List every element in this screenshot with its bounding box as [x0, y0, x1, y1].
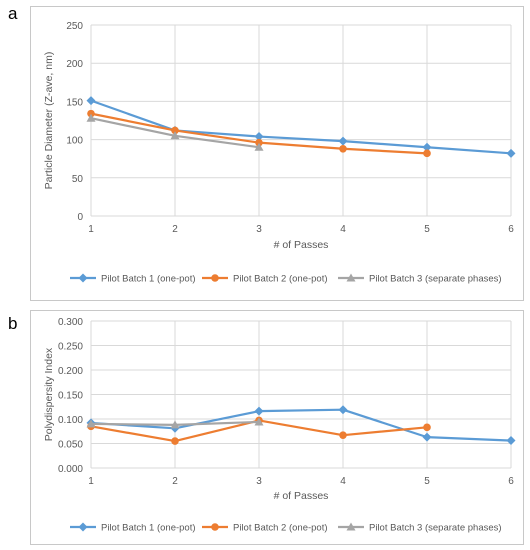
x-tick-label: 6 — [508, 476, 514, 487]
series-line — [90, 408, 512, 442]
x-tick-label: 4 — [340, 476, 346, 487]
y-tick-label: 100 — [66, 136, 83, 147]
legend-marker — [211, 274, 219, 282]
y-tick-label: 250 — [66, 21, 83, 32]
data-point-marker — [254, 132, 264, 142]
panel-label-a: a — [8, 4, 18, 23]
data-point-marker — [506, 436, 516, 446]
data-point-marker — [254, 406, 264, 416]
y-tick-label: 50 — [72, 174, 84, 185]
data-point-marker — [338, 136, 348, 146]
data-point-marker — [423, 149, 431, 158]
legend-marker — [78, 273, 88, 283]
legend-label: Pilot Batch 1 (one-pot) — [101, 274, 196, 285]
data-point-marker — [422, 142, 432, 152]
data-point-marker — [86, 113, 96, 122]
x-tick-label: 5 — [424, 224, 430, 235]
data-point-marker — [171, 437, 179, 445]
legend-label: Pilot Batch 3 (separate phases) — [369, 523, 502, 534]
data-point-marker — [170, 131, 180, 140]
x-tick-label: 1 — [88, 476, 94, 487]
legend-marker — [346, 273, 356, 282]
legend-label: Pilot Batch 2 (one-pot) — [233, 523, 328, 534]
x-tick-label: 5 — [424, 476, 430, 487]
data-point-marker — [254, 142, 264, 151]
legend-label: Pilot Batch 3 (separate phases) — [369, 274, 502, 285]
x-tick-label: 3 — [256, 476, 262, 487]
x-axis-title: # of Passes — [274, 239, 329, 251]
panel-label-b: b — [8, 314, 18, 333]
y-tick-label: 0 — [77, 212, 83, 223]
y-tick-label: 0.000 — [58, 464, 83, 475]
chart-panel-a — [30, 6, 524, 301]
data-point-marker — [170, 420, 180, 429]
data-point-marker — [254, 417, 264, 426]
data-point-marker — [339, 431, 347, 439]
data-point-marker — [339, 144, 347, 153]
legend-marker — [346, 522, 356, 531]
x-tick-label: 3 — [256, 224, 262, 235]
y-tick-label: 0.250 — [58, 342, 83, 353]
data-point-marker — [87, 109, 95, 118]
data-point-marker — [86, 419, 96, 428]
y-tick-label: 150 — [66, 97, 83, 108]
y-tick-label: 0.300 — [58, 317, 83, 328]
data-point-marker — [255, 138, 263, 147]
y-axis-title: Polydispersity Index — [43, 347, 55, 441]
y-axis-title: Particle Diameter (Z-ave, nm) — [43, 52, 55, 190]
legend-marker — [211, 523, 219, 531]
data-point-marker — [506, 148, 516, 158]
data-point-marker — [171, 126, 179, 135]
particle-diameter-chart: 0 50 100 150 200 250 1 2 3 4 5 6 # of Passes Particle… — [43, 21, 516, 285]
legend-label: Pilot Batch 1 (one-pot) — [101, 523, 196, 534]
data-point-marker — [338, 405, 348, 415]
y-tick-label: 200 — [66, 59, 83, 70]
data-point-marker — [422, 432, 432, 442]
x-axis-title: # of Passes — [274, 490, 329, 502]
y-tick-label: 0.100 — [58, 415, 83, 426]
y-tick-label: 0.050 — [58, 440, 83, 451]
legend-marker — [78, 522, 88, 532]
legend-label: Pilot Batch 2 (one-pot) — [233, 274, 328, 285]
x-tick-label: 6 — [508, 224, 514, 235]
data-point-marker — [423, 423, 431, 432]
data-point-marker — [86, 96, 96, 106]
y-tick-label: 0.200 — [58, 366, 83, 377]
x-tick-label: 2 — [172, 476, 178, 487]
x-tick-label: 4 — [340, 224, 346, 235]
series-line — [90, 99, 512, 155]
x-tick-label: 1 — [88, 224, 94, 235]
y-tick-label: 0.150 — [58, 391, 83, 402]
x-tick-label: 2 — [172, 224, 178, 235]
chart-panel-b — [30, 310, 524, 545]
